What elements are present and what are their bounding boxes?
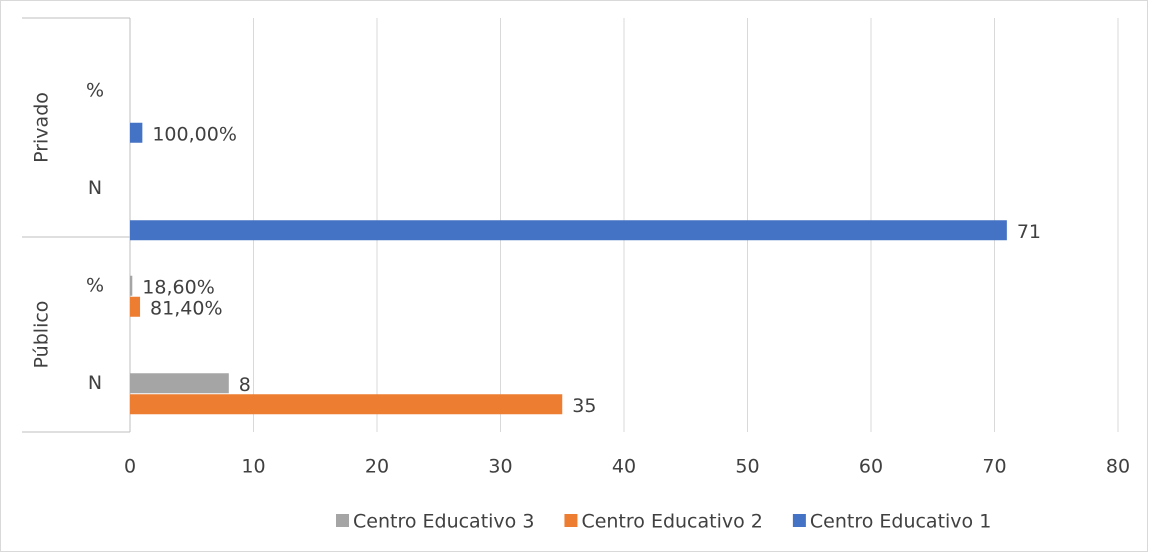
bar — [130, 296, 141, 317]
x-tick-label: 50 — [735, 456, 759, 478]
group-label: Privado — [31, 92, 53, 163]
bar — [130, 220, 1007, 241]
bar — [130, 122, 143, 143]
data-label: 81,40% — [150, 297, 222, 319]
bar — [130, 394, 563, 415]
x-tick-label: 0 — [124, 456, 136, 478]
legend-swatch — [336, 514, 349, 527]
group-label: Público — [31, 301, 53, 369]
legend-label: Centro Educativo 3 — [353, 511, 534, 533]
legend-swatch — [792, 514, 806, 527]
x-tick-label: 30 — [488, 456, 512, 478]
x-tick-label: 60 — [859, 456, 883, 478]
category-label: % — [86, 79, 104, 101]
data-label: 100,00% — [152, 123, 237, 145]
x-tick-label: 70 — [982, 456, 1006, 478]
x-tick-label: 10 — [241, 456, 265, 478]
data-label: 18,60% — [142, 276, 214, 298]
bar — [130, 373, 229, 394]
x-tick-label: 40 — [612, 456, 636, 478]
legend-label: Centro Educativo 1 — [810, 511, 991, 533]
category-label: % — [86, 274, 104, 296]
x-tick-label: 80 — [1106, 456, 1130, 478]
bar — [130, 275, 133, 296]
data-label: 35 — [572, 395, 596, 417]
category-label: N — [88, 177, 102, 199]
legend-label: Centro Educativo 2 — [581, 511, 762, 533]
legend-swatch — [564, 514, 578, 527]
x-tick-label: 20 — [365, 456, 389, 478]
data-label: 71 — [1017, 221, 1041, 243]
category-label: N — [88, 372, 102, 394]
data-label: 8 — [239, 374, 251, 396]
